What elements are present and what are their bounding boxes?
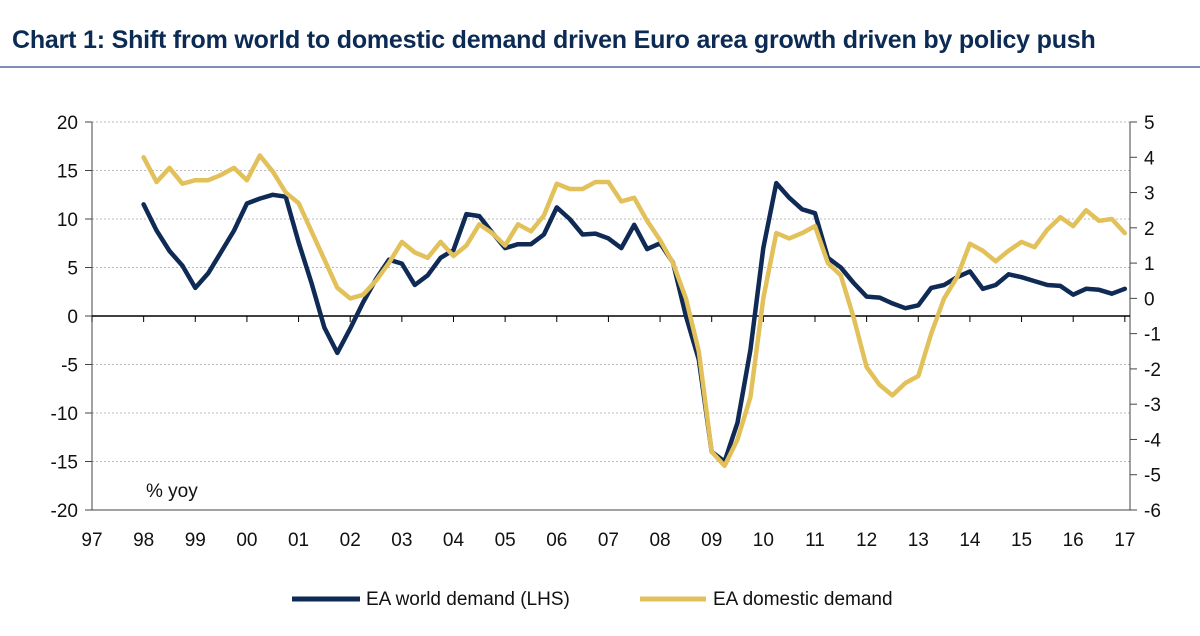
right-axis-tick-label: -4 bbox=[1144, 430, 1161, 451]
x-axis-tick-label: 13 bbox=[908, 530, 929, 551]
right-axis-tick-label: 0 bbox=[1144, 289, 1155, 310]
axes bbox=[85, 121, 1137, 511]
x-axis-tick-label: 07 bbox=[598, 530, 619, 551]
x-axis-tick-label: 00 bbox=[236, 530, 257, 551]
x-axis-tick-label: 97 bbox=[81, 530, 102, 551]
legend: EA world demand (LHS) EA domestic demand bbox=[292, 589, 893, 610]
gridlines bbox=[92, 121, 1130, 462]
x-axis-tick-label: 16 bbox=[1063, 530, 1084, 551]
left-axis-tick-label: 10 bbox=[57, 210, 78, 231]
x-axis-tick-label: 12 bbox=[856, 530, 877, 551]
left-axis-tick-label: -10 bbox=[51, 404, 78, 425]
right-axis-tick-label: 1 bbox=[1144, 254, 1155, 275]
series-line-domestic-demand bbox=[141, 153, 1128, 469]
legend-label-domestic-demand: EA domestic demand bbox=[713, 589, 893, 610]
legend-label-world-demand: EA world demand (LHS) bbox=[366, 589, 570, 610]
right-axis-tick-label: 3 bbox=[1144, 184, 1155, 205]
series-line-world-demand bbox=[141, 180, 1128, 464]
left-axis-tick-label: -15 bbox=[51, 453, 78, 474]
x-axis-tick-label: 02 bbox=[340, 530, 361, 551]
left-axis-tick-label: -5 bbox=[61, 356, 78, 377]
x-axis-tick-label: 03 bbox=[391, 530, 412, 551]
right-axis-tick-label: 5 bbox=[1144, 113, 1155, 134]
x-axis-tick-label: 01 bbox=[288, 530, 309, 551]
left-axis-tick-label: 15 bbox=[57, 162, 78, 183]
x-axis-tick-label: 15 bbox=[1011, 530, 1032, 551]
right-axis-tick-label: 2 bbox=[1144, 219, 1155, 240]
chart-title: Chart 1: Shift from world to domestic de… bbox=[12, 26, 1096, 54]
x-axis-tick-label: 11 bbox=[805, 530, 825, 551]
x-axis-tick-label: 04 bbox=[443, 530, 465, 551]
right-axis-tick-label: -2 bbox=[1144, 360, 1161, 381]
x-axis-tick-label: 14 bbox=[959, 530, 981, 551]
x-axis-tick-label: 05 bbox=[495, 530, 516, 551]
x-axis-tick-label: 09 bbox=[701, 530, 722, 551]
x-axis-tick-label: 99 bbox=[185, 530, 206, 551]
right-axis-tick-label: -1 bbox=[1144, 325, 1161, 346]
left-axis-tick-label: 5 bbox=[67, 259, 78, 280]
right-axis-tick-label: 4 bbox=[1144, 148, 1155, 169]
unit-annotation: % yoy bbox=[146, 481, 198, 502]
right-axis-tick-label: -5 bbox=[1144, 466, 1161, 487]
x-axis-tick-label: 10 bbox=[753, 530, 774, 551]
left-axis-tick-label: 20 bbox=[57, 113, 78, 134]
series-lines bbox=[141, 153, 1128, 469]
x-axis-tick-label: 98 bbox=[133, 530, 154, 551]
x-axis-tick-label: 17 bbox=[1114, 530, 1135, 551]
left-axis-tick-label: -20 bbox=[51, 501, 78, 522]
title-underline bbox=[0, 66, 1200, 68]
x-axis-tick-label: 06 bbox=[546, 530, 567, 551]
x-axis-tick-label: 08 bbox=[649, 530, 670, 551]
right-axis-tick-label: -3 bbox=[1144, 395, 1161, 416]
left-axis-tick-label: 0 bbox=[67, 307, 78, 328]
right-axis-tick-label: -6 bbox=[1144, 501, 1161, 522]
